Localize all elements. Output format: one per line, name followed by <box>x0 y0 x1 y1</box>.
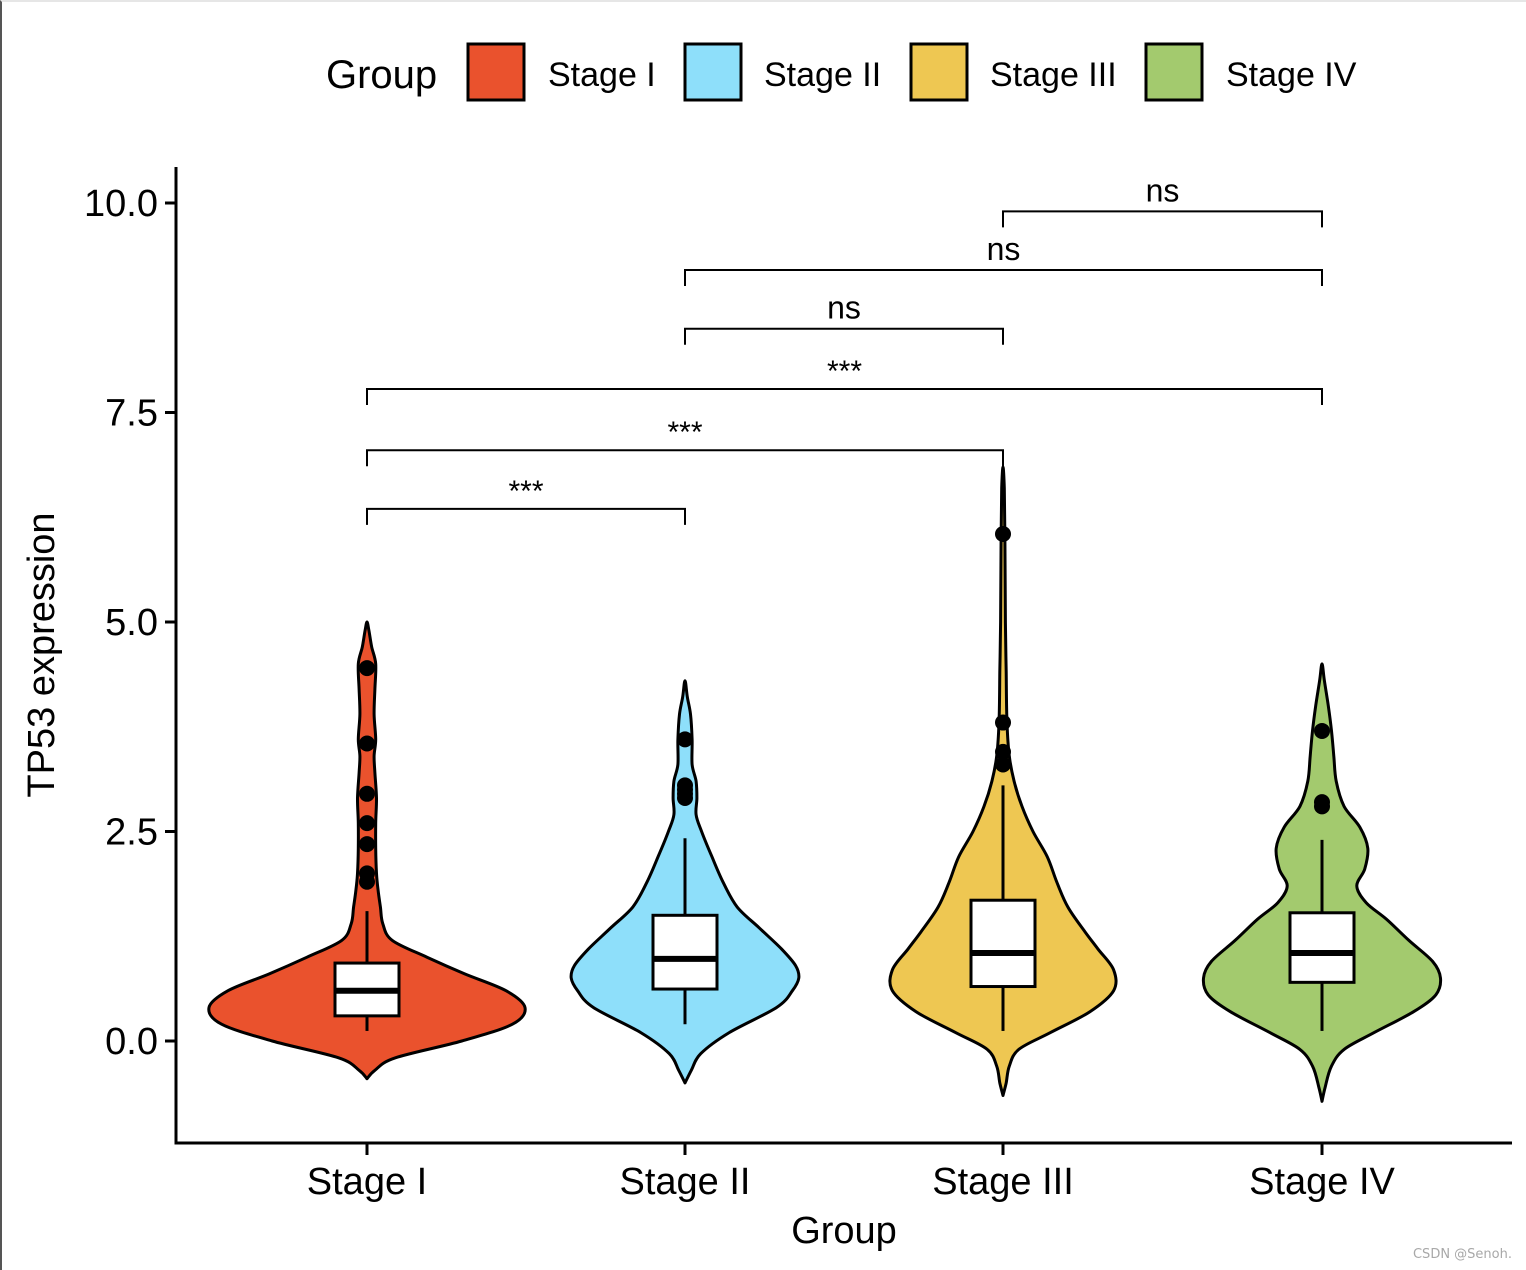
legend-label-2: Stage II <box>764 56 881 94</box>
legend-title: Group <box>326 53 437 97</box>
comparison-bracket <box>684 269 1323 287</box>
outlier-point <box>1314 722 1330 739</box>
outlier-point <box>359 735 375 752</box>
y-tick-label: 10.0 <box>84 183 158 225</box>
legend: Group Stage I Stage II Stage III Stage IV <box>326 42 1357 102</box>
comparison-bracket <box>366 449 1004 467</box>
y-tick-label: 5.0 <box>105 602 158 644</box>
x-tick-label: Stage II <box>620 1161 751 1203</box>
comparison-label: ns <box>987 231 1021 267</box>
axes: 0.0 2.5 5.0 7.5 10.0 Stage I Stage II Stage III… <box>84 167 1512 1203</box>
legend-label-1: Stage I <box>548 56 656 94</box>
comparison-label: *** <box>827 355 862 388</box>
outlier-point <box>359 660 375 677</box>
outlier-point <box>359 815 375 832</box>
outlier-point <box>995 756 1011 773</box>
x-tick-label: Stage I <box>307 1161 427 1203</box>
y-axis-title: TP53 expression <box>21 512 63 797</box>
outlier-points <box>359 526 1330 890</box>
outlier-point <box>995 526 1011 543</box>
y-tick-label: 2.5 <box>105 812 158 854</box>
legend-label-4: Stage IV <box>1226 56 1357 94</box>
comparison-bracket <box>366 507 686 525</box>
x-axis-title: Group <box>791 1210 897 1252</box>
outlier-point <box>359 836 375 853</box>
comparison-label: *** <box>667 416 702 449</box>
y-tick-label: 0.0 <box>105 1021 158 1063</box>
comparison-label: *** <box>508 475 543 508</box>
comparison-label: ns <box>1146 172 1180 208</box>
legend-key-3 <box>909 42 969 102</box>
comparison-bracket <box>684 327 1004 345</box>
legend-key-1 <box>466 42 526 102</box>
x-tick-label: Stage IV <box>1249 1161 1395 1203</box>
watermark: CSDN @Senoh. <box>1412 1247 1512 1262</box>
box-3 <box>969 898 1037 989</box>
outlier-point <box>359 865 375 882</box>
comparison-bracket <box>1002 210 1323 228</box>
violin-3 <box>888 465 1118 1097</box>
outlier-point <box>1314 794 1330 811</box>
box-2 <box>651 913 719 991</box>
comparison-bracket <box>366 388 1323 406</box>
significance-brackets: *** *** *** ns ns ns <box>366 172 1323 525</box>
legend-key-2 <box>683 42 743 102</box>
outlier-point <box>677 777 693 794</box>
comparison-label: ns <box>827 290 861 326</box>
legend-key-4 <box>1144 42 1204 102</box>
x-tick-label: Stage III <box>932 1161 1074 1203</box>
outlier-point <box>995 714 1011 731</box>
outlier-point <box>995 743 1011 760</box>
legend-label-3: Stage III <box>990 56 1117 94</box>
y-tick-label: 7.5 <box>105 393 158 435</box>
boxplots <box>333 785 1356 1031</box>
outlier-point <box>359 785 375 802</box>
box-4 <box>1288 911 1356 984</box>
outlier-point <box>677 731 693 748</box>
